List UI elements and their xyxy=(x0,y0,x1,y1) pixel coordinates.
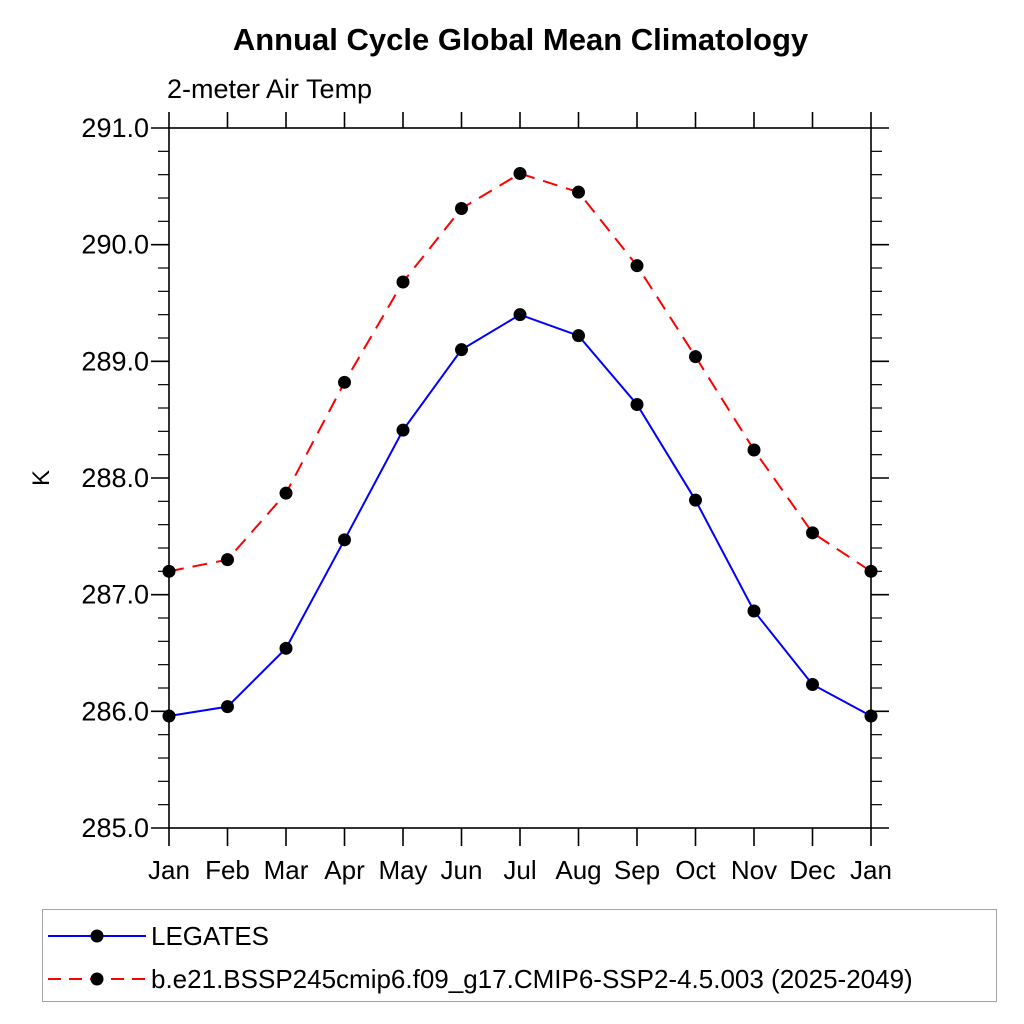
y-tick-label: 289.0 xyxy=(81,346,149,376)
data-point-marker xyxy=(806,526,819,540)
plot-area: 285.0 286.0 287.0 288.0 289.0 290.0 291.0 Jan Fe… xyxy=(81,112,892,885)
data-point-marker xyxy=(162,709,176,723)
data-point-marker xyxy=(396,423,410,437)
x-tick-label: Apr xyxy=(324,855,365,885)
x-tick-label: Oct xyxy=(675,855,716,885)
legend-label-legates: LEGATES xyxy=(151,921,270,951)
y-tick-label: 285.0 xyxy=(81,813,149,843)
data-point-marker xyxy=(221,700,234,714)
plot-frame xyxy=(168,127,872,829)
data-point-marker xyxy=(864,564,878,578)
data-point-marker xyxy=(864,709,878,723)
legend-label-model: b.e21.BSSP245cmip6.f09_g17.CMIP6-SSP2-4.… xyxy=(151,964,913,994)
data-point-marker xyxy=(455,202,468,215)
x-tick-label: Jan xyxy=(850,855,892,885)
data-point-marker xyxy=(689,493,702,507)
y-tick-label: 286.0 xyxy=(81,696,149,726)
x-tick-label: Jul xyxy=(503,855,536,885)
x-tick-label: Aug xyxy=(555,855,601,885)
chart-title: Annual Cycle Global Mean Climatology xyxy=(232,22,809,57)
data-point-marker xyxy=(338,375,351,389)
legend-marker-dot xyxy=(90,972,104,986)
x-tick-label: Nov xyxy=(731,855,777,885)
x-tick-label: Feb xyxy=(205,855,250,885)
legend-item-legates: LEGATES xyxy=(43,921,269,951)
data-point-marker xyxy=(806,678,819,691)
series-line-0 xyxy=(168,313,872,717)
legend-item-model: b.e21.BSSP245cmip6.f09_g17.CMIP6-SSP2-4.… xyxy=(43,964,913,994)
data-point-marker xyxy=(630,398,644,411)
y-tick-label: 290.0 xyxy=(81,230,149,260)
y-tick-label: 288.0 xyxy=(81,463,149,493)
data-point-marker xyxy=(513,167,527,180)
series-line-1 xyxy=(168,172,872,573)
legend-box: LEGATES b.e21.BSSP245cmip6.f09_g17.CMIP6… xyxy=(42,909,997,1002)
data-point-marker xyxy=(279,486,293,500)
x-tick-label: Jun xyxy=(441,855,483,885)
legend-line-sample-dashed xyxy=(48,972,146,986)
data-point-marker xyxy=(572,185,585,199)
data-point-marker xyxy=(396,275,410,289)
data-point-marker xyxy=(221,553,234,567)
data-point-marker xyxy=(455,343,468,357)
data-point-marker xyxy=(630,259,644,273)
data-point-marker xyxy=(689,350,702,364)
chart-subtitle: 2-meter Air Temp xyxy=(167,74,373,104)
data-point-marker xyxy=(747,443,761,457)
x-tick-label: May xyxy=(378,855,427,885)
x-tick-label: Dec xyxy=(789,855,835,885)
data-point-marker xyxy=(572,329,585,343)
data-point-marker xyxy=(279,641,293,655)
y-tick-label: 287.0 xyxy=(81,580,149,610)
x-tick-label: Mar xyxy=(264,855,309,885)
legend-marker-dot xyxy=(90,929,104,943)
legend-line-sample-solid xyxy=(48,929,146,943)
data-point-marker xyxy=(162,564,176,578)
data-point-marker xyxy=(513,308,527,322)
x-tick-label: Sep xyxy=(614,855,660,885)
y-tick-label: 291.0 xyxy=(81,113,149,143)
data-point-marker xyxy=(338,533,351,547)
x-tick-label: Jan xyxy=(148,855,190,885)
data-point-marker xyxy=(747,604,761,618)
